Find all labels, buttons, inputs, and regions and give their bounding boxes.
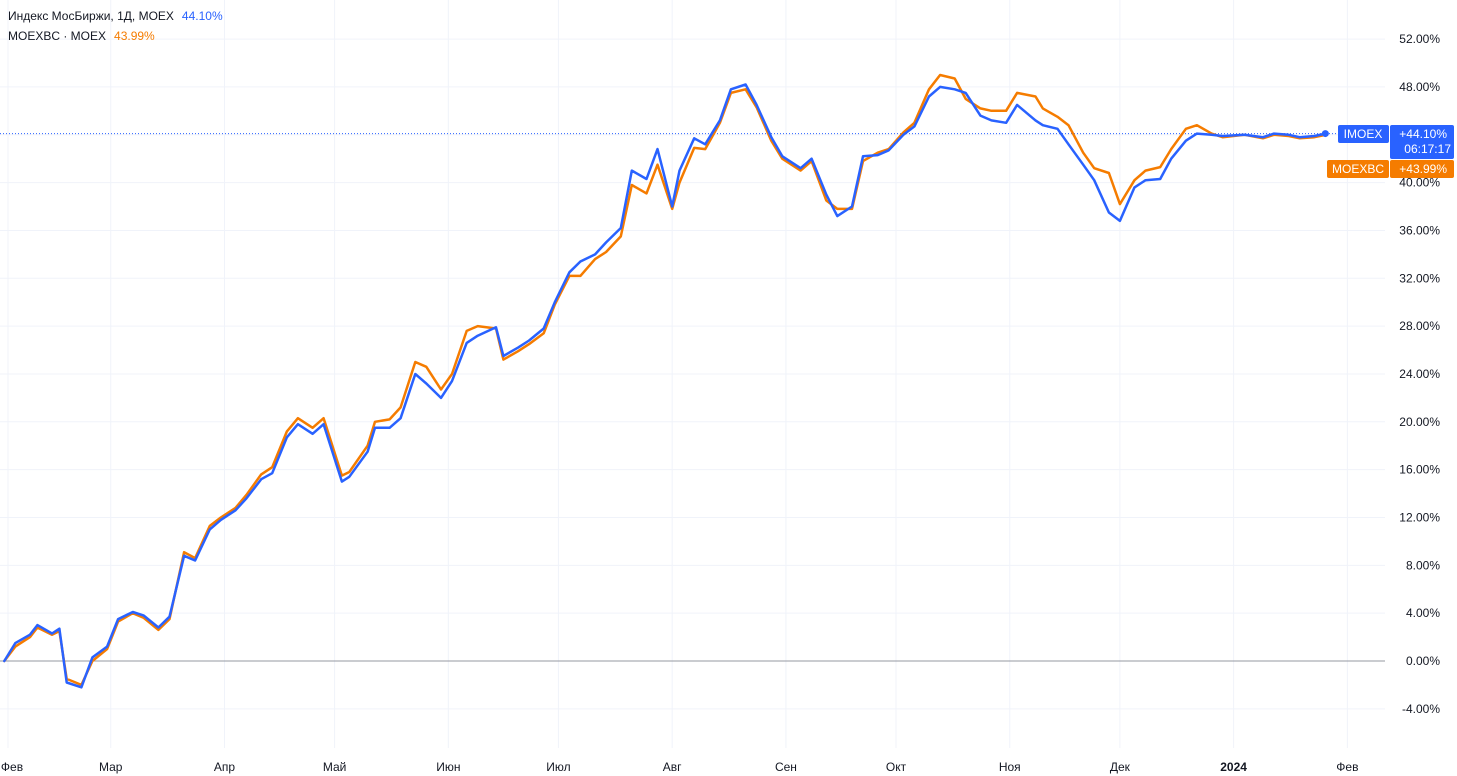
legend-row-moexbc[interactable]: MOEXBC · MOEX 43.99%: [8, 26, 223, 46]
vertical-gridlines: [7, 0, 1348, 748]
y-tick-label: 0.00%: [1406, 654, 1440, 668]
imoex-price-badge: IMOEX +44.10% 06:17:17: [1338, 125, 1454, 159]
x-tick-label: Апр: [214, 760, 236, 774]
moexbc-ticker-badge: [1327, 160, 1389, 178]
moexbc-value-badge: [1390, 160, 1454, 178]
x-tick-label: Ноя: [999, 760, 1021, 774]
x-axis-tick-labels: Фев Мар Апр Май Июн Июл Авг Сен Окт Ноя Дек 2024 Фев: [1, 760, 1359, 774]
legend-series2-value: 43.99%: [114, 29, 155, 43]
imoex-countdown-text: 06:17:17: [1404, 142, 1451, 156]
imoex-ticker-text: IMOEX: [1344, 127, 1383, 141]
moexbc-price-badge: MOEXBC +43.99%: [1327, 160, 1454, 178]
x-tick-label: Мар: [99, 760, 123, 774]
last-value-dot: [1321, 130, 1329, 138]
series-layer: [3, 73, 1327, 689]
x-tick-label: Фев: [1, 760, 23, 774]
legend-series2-name: MOEXBC · MOEX: [8, 29, 107, 43]
y-tick-label: 12.00%: [1399, 510, 1440, 524]
y-tick-label: 40.00%: [1399, 176, 1440, 190]
imoex-ticker-badge: [1338, 125, 1389, 143]
moexbc-series-line: [3, 73, 1327, 687]
y-tick-label: 20.00%: [1399, 415, 1440, 429]
x-tick-label: Фев: [1336, 760, 1358, 774]
x-tick-label: Окт: [886, 760, 907, 774]
y-tick-label: 52.00%: [1399, 32, 1440, 46]
y-tick-label: 48.00%: [1399, 80, 1440, 94]
legend-row-imoex[interactable]: Индекс МосБиржи, 1Д, MOEX 44.10%: [8, 6, 223, 26]
y-tick-label: 8.00%: [1406, 558, 1440, 572]
imoex-value-text: +44.10%: [1399, 127, 1447, 141]
moexbc-value-text: +43.99%: [1399, 162, 1447, 176]
x-tick-label: Авг: [663, 760, 682, 774]
moexbc-ticker-text: MOEXBC: [1332, 162, 1384, 176]
x-tick-label: Июл: [546, 760, 570, 774]
y-tick-label: -4.00%: [1402, 702, 1440, 716]
y-tick-label: 16.00%: [1399, 463, 1440, 477]
y-tick-label: 36.00%: [1399, 223, 1440, 237]
x-tick-label: 2024: [1220, 760, 1247, 774]
legend-series1-name: Индекс МосБиржи, 1Д, MOEX: [8, 9, 174, 23]
y-tick-label: 32.00%: [1399, 271, 1440, 285]
x-tick-label: Июн: [436, 760, 460, 774]
y-tick-label: 24.00%: [1399, 367, 1440, 381]
imoex-value-badge: [1390, 125, 1454, 159]
chart-legend: Индекс МосБиржи, 1Д, MOEX 44.10% MOEXBC ·…: [8, 6, 223, 46]
y-tick-label: 4.00%: [1406, 606, 1440, 620]
x-tick-label: Сен: [775, 760, 797, 774]
x-tick-label: Май: [323, 760, 347, 774]
y-tick-label: 28.00%: [1399, 319, 1440, 333]
legend-series1-value: 44.10%: [181, 9, 223, 23]
imoex-series-line: [3, 83, 1327, 689]
x-tick-label: Дек: [1110, 760, 1131, 774]
